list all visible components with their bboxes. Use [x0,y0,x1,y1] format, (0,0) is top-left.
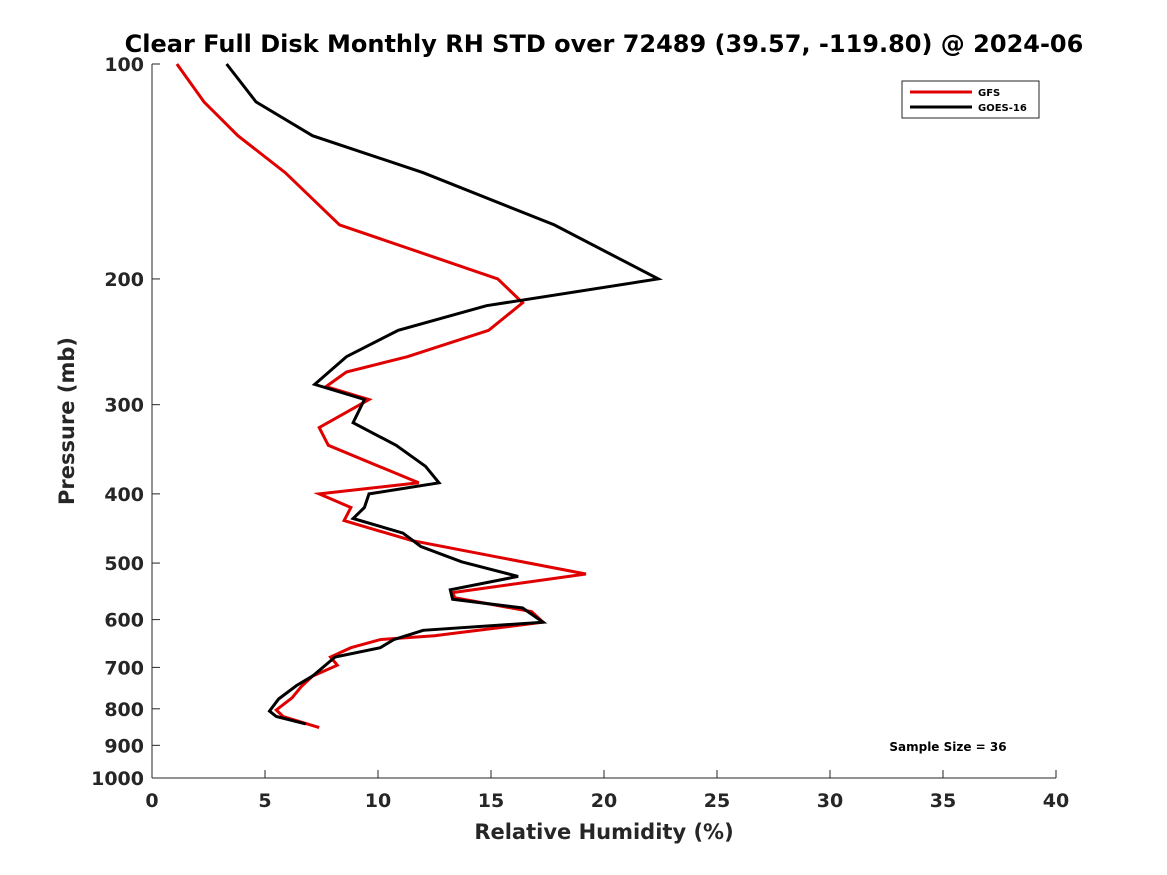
x-tick-label: 15 [478,790,504,812]
x-tick-label: 40 [1043,790,1069,812]
legend-label-gfs: GFS [978,88,1000,99]
x-tick-label: 30 [817,790,843,812]
x-tick-label: 25 [704,790,730,812]
y-tick-label: 400 [104,484,144,506]
series-lines [175,63,663,730]
y-tick-label: 900 [104,735,144,757]
y-tick-label: 700 [104,657,144,679]
x-tick-label: 5 [258,790,271,812]
legend-label-goes16: GOES-16 [978,103,1027,114]
x-tick-label: 10 [365,790,391,812]
y-tick-label: 600 [104,610,144,632]
legend-box [901,80,1040,119]
sample-size-annotation: Sample Size = 36 [889,740,1006,754]
series-line-gfs [175,63,587,730]
y-tick-label: 200 [104,269,144,291]
y-tick-label: 1000 [91,768,144,790]
y-tick-label: 100 [104,54,144,76]
x-tick-label: 35 [930,790,956,812]
x-axis-label: Relative Humidity (%) [474,820,733,844]
y-tick-label: 800 [104,699,144,721]
chart-title: Clear Full Disk Monthly RH STD over 7248… [125,30,1084,58]
y-tick-label: 300 [104,395,144,417]
legend: GFS GOES-16 [901,80,1040,119]
x-tick-label: 0 [145,790,158,812]
series-line-goes16 [225,63,663,726]
y-axis-label: Pressure (mb) [55,337,79,505]
axes: 0 5 10 15 20 25 30 35 40 100 200 300 400 500 600 700 800… [91,54,1069,812]
y-tick-label: 500 [104,553,144,575]
x-tick-label: 20 [591,790,617,812]
